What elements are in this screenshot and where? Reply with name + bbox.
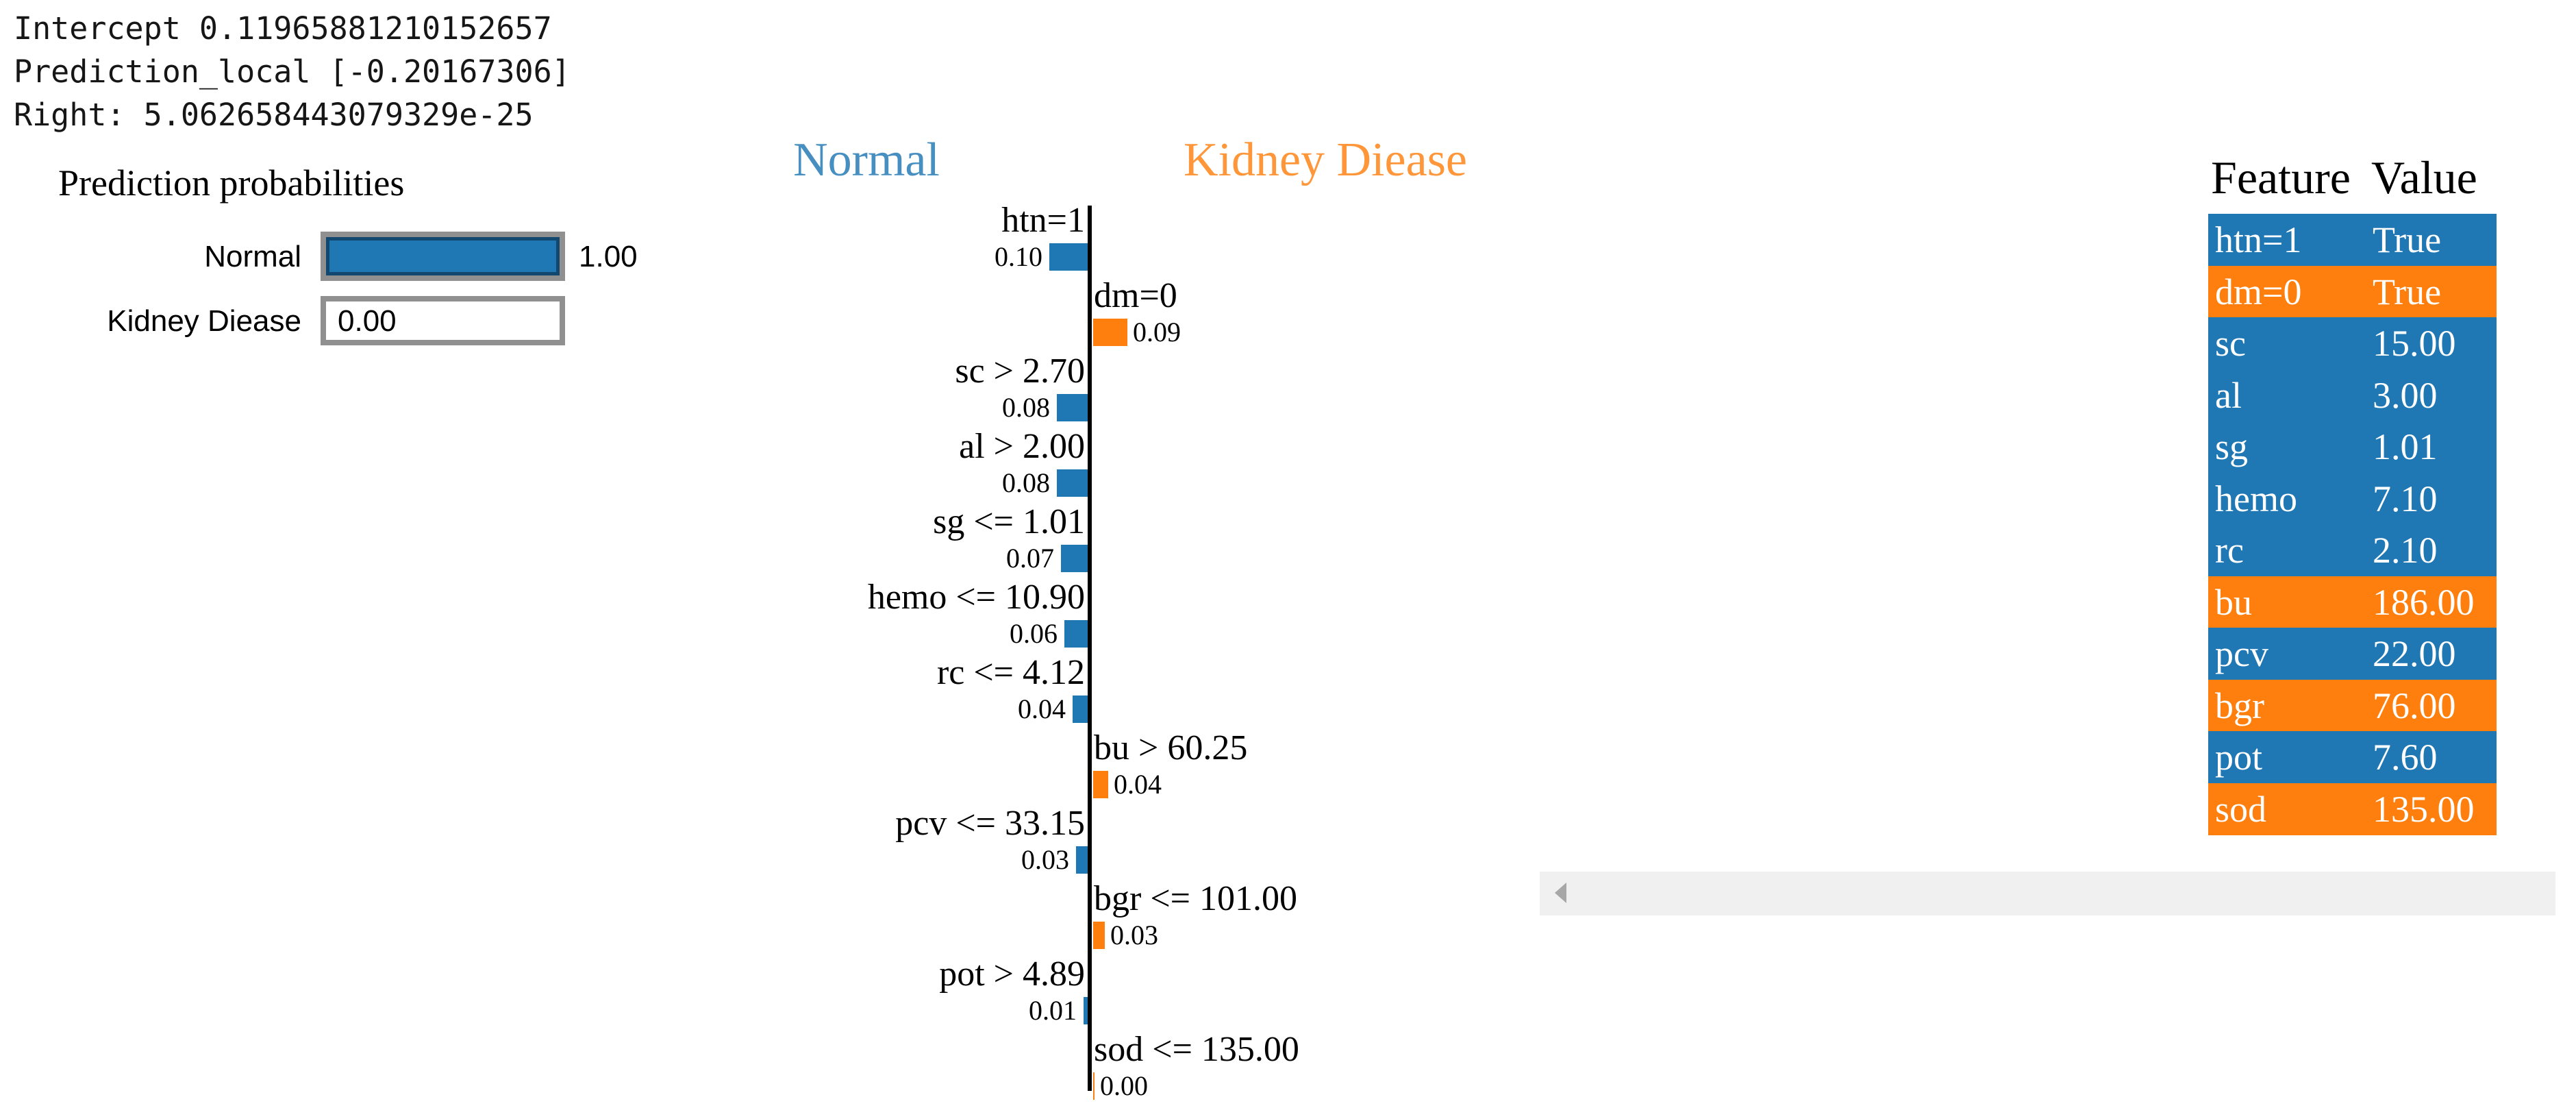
table-cell-feature: bgr — [2215, 685, 2264, 726]
chart-axis — [1088, 206, 1092, 1091]
table-cell-feature: hemo — [2215, 478, 2297, 519]
feature-label: bgr <= 101.00 — [1094, 879, 1297, 918]
table-header-value: Value — [2371, 151, 2477, 204]
table-row: htn=1 True — [2208, 214, 2497, 266]
feature-bar — [1084, 997, 1088, 1024]
feature-bar — [1093, 771, 1108, 798]
feature-bar — [1093, 319, 1127, 346]
debug-text-block: Intercept 0.11965881210152657 Prediction… — [14, 7, 571, 136]
prediction-local-line: Prediction_local [-0.20167306] — [14, 53, 571, 90]
probability-bar — [321, 296, 565, 345]
table-row: hemo 7.10 — [2208, 472, 2497, 525]
feature-label: rc <= 4.12 — [936, 653, 1085, 692]
feature-bar — [1073, 695, 1088, 723]
table-row: sc 15.00 — [2208, 317, 2497, 369]
feature-value: 0.04 — [1114, 769, 1162, 800]
table-cell-feature: al — [2215, 374, 2242, 416]
feature-bar — [1049, 243, 1088, 271]
table-cell-value: 135.00 — [2373, 788, 2475, 830]
left-class-header: Normal — [793, 134, 940, 186]
table-row: bu 186.00 — [2208, 576, 2497, 628]
table-cell-value: 186.00 — [2373, 581, 2475, 623]
table-cell-value: 2.10 — [2373, 530, 2438, 571]
feature-value: 0.03 — [1021, 844, 1069, 875]
prediction-probabilities-panel: Prediction probabilities Normal 1.00 Kidne… — [0, 158, 685, 363]
feature-label: sc > 2.70 — [955, 352, 1085, 391]
feature-label: htn=1 — [1001, 201, 1085, 240]
table-row: pot 7.60 — [2208, 731, 2497, 783]
feature-bar — [1093, 1072, 1095, 1100]
feature-value: 0.06 — [1010, 618, 1058, 649]
feature-label: dm=0 — [1094, 276, 1177, 315]
feature-label: pcv <= 33.15 — [895, 804, 1085, 843]
table-row: pcv 22.00 — [2208, 628, 2497, 680]
scrollbar-track[interactable] — [1540, 872, 2555, 915]
table-cell-feature: dm=0 — [2215, 271, 2302, 312]
table-row: al 3.00 — [2208, 369, 2497, 421]
feature-value: 0.01 — [1029, 995, 1077, 1026]
feature-value: 0.08 — [1002, 392, 1050, 423]
table-cell-feature: pot — [2215, 737, 2263, 778]
table-cell-feature: sod — [2215, 788, 2267, 830]
feature-label: sod <= 135.00 — [1094, 1030, 1299, 1069]
table-cell-feature: htn=1 — [2215, 219, 2302, 260]
feature-table: Feature Value htn=1 True dm=0 True sc 15.00 al… — [2208, 144, 2497, 836]
table-cell-feature: sc — [2215, 323, 2246, 364]
feature-value: 0.07 — [1006, 543, 1054, 574]
probability-value: 0.00 — [338, 304, 397, 338]
table-cell-value: 3.00 — [2373, 374, 2438, 416]
feature-value: 0.00 — [1100, 1070, 1148, 1101]
table-row: sod 135.00 — [2208, 783, 2497, 835]
table-cell-value: True — [2373, 219, 2442, 260]
probability-bar-fill — [326, 237, 560, 275]
intercept-line: Intercept 0.11965881210152657 — [14, 10, 552, 47]
prediction-class-label: Kidney Diease — [107, 304, 301, 338]
feature-label: al > 2.00 — [959, 427, 1085, 466]
scroll-left-icon[interactable] — [1555, 883, 1566, 903]
table-cell-value: 1.01 — [2373, 426, 2438, 467]
table-cell-feature: bu — [2215, 581, 2252, 623]
feature-bar — [1076, 846, 1088, 874]
table-cell-value: 22.00 — [2373, 633, 2456, 674]
feature-label: hemo <= 10.90 — [867, 578, 1085, 617]
table-header-feature: Feature — [2211, 151, 2351, 204]
feature-label: pot > 4.89 — [939, 955, 1085, 994]
feature-value: 0.08 — [1002, 467, 1050, 498]
feature-value: 0.03 — [1110, 920, 1158, 950]
table-cell-feature: rc — [2215, 530, 2244, 571]
probability-bar — [321, 232, 565, 281]
feature-label: bu > 60.25 — [1094, 728, 1248, 767]
table-row: bgr 76.00 — [2208, 679, 2497, 732]
feature-bar — [1093, 922, 1105, 949]
probability-value: 1.00 — [579, 240, 638, 273]
table-cell-value: 76.00 — [2373, 685, 2456, 726]
right-class-header: Kidney Diease — [1183, 134, 1468, 186]
feature-bar — [1057, 469, 1088, 497]
feature-label: sg <= 1.01 — [933, 502, 1085, 541]
feature-bar — [1061, 545, 1088, 572]
table-cell-value: True — [2373, 271, 2442, 312]
right-line: Right: 5.062658443079329e-25 — [14, 97, 534, 133]
table-cell-value: 7.10 — [2373, 478, 2438, 519]
table-row: sg 1.01 — [2208, 421, 2497, 473]
table-cell-feature: sg — [2215, 426, 2249, 467]
feature-value: 0.04 — [1018, 693, 1066, 724]
table-cell-value: 7.60 — [2373, 737, 2438, 778]
feature-value: 0.09 — [1133, 317, 1181, 347]
feature-value: 0.10 — [995, 241, 1042, 272]
table-row: dm=0 True — [2208, 265, 2497, 318]
feature-weight-chart: Normal Kidney Diease htn=1 0.10 dm=0 0.09 sc… — [753, 130, 1616, 1107]
table-cell-value: 15.00 — [2373, 323, 2456, 364]
prediction-class-label: Normal — [204, 240, 301, 273]
table-cell-feature: pcv — [2215, 633, 2268, 674]
feature-bar — [1057, 394, 1088, 421]
prediction-probabilities-title: Prediction probabilities — [58, 162, 405, 204]
table-row: rc 2.10 — [2208, 524, 2497, 576]
feature-bar — [1064, 620, 1088, 648]
